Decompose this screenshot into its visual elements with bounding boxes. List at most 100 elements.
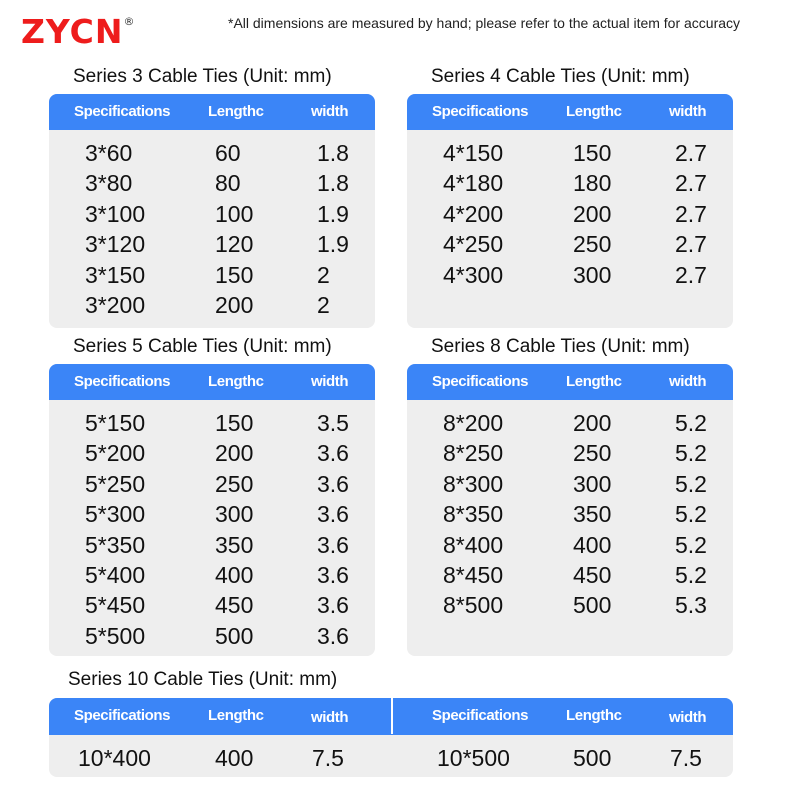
cell-spec: 5*400: [85, 562, 146, 588]
cell-length: 200: [573, 410, 612, 436]
cell-width: 3.6: [317, 562, 349, 588]
cell-spec: 10*400: [78, 745, 151, 771]
cell-length: 450: [573, 562, 612, 588]
cell-width: 2.7: [675, 170, 707, 197]
cell-spec: 8*500: [443, 592, 504, 619]
header-width: width: [669, 373, 707, 390]
table-title: Series 4 Cable Ties (Unit: mm): [431, 66, 690, 87]
cell-width: 2.7: [675, 200, 707, 227]
cell-length: 500: [573, 745, 612, 771]
spec-table: Specifications Lengthc width 8*200 200 5.2 8*2…: [407, 364, 733, 656]
header-specifications: Specifications: [74, 103, 171, 120]
cell-width: 5.2: [675, 440, 707, 467]
cell-length: 400: [215, 562, 254, 588]
cell-spec: 3*150: [85, 261, 146, 288]
cell-width: 5.2: [675, 501, 707, 528]
cell-width: 1.9: [317, 200, 349, 227]
cell-length: 250: [215, 470, 254, 497]
cell-spec: 8*350: [443, 501, 504, 528]
cell-width: 5.2: [675, 562, 707, 588]
cell-spec: 5*200: [85, 440, 146, 467]
cell-length: 180: [573, 170, 612, 197]
spec-table: Specifications Lengthc width 4*150 150 2.7 4*1…: [407, 94, 733, 328]
cell-length: 250: [573, 231, 612, 258]
cell-length: 60: [215, 140, 241, 166]
cell-length: 350: [215, 531, 254, 558]
cell-width: 2: [317, 292, 330, 318]
cell-width: 5.3: [675, 592, 707, 619]
cell-length: 300: [573, 470, 612, 497]
cell-length: 200: [573, 200, 612, 227]
cell-length: 500: [573, 592, 612, 619]
cell-width: 3.6: [317, 470, 349, 497]
cell-spec: 4*180: [443, 170, 504, 197]
cell-length: 80: [215, 170, 241, 197]
spec-table-series-10: Specifications Lengthc width Specifications…: [49, 698, 733, 777]
cell-spec: 10*500: [437, 745, 510, 771]
table-header: Specifications Lengthc width: [407, 364, 733, 400]
cell-length: 400: [573, 531, 612, 558]
header-length: Lengthc: [208, 373, 264, 390]
table-header: Specifications Lengthc width: [49, 94, 375, 130]
header-length: Lengthc: [566, 103, 622, 120]
header-width: width: [311, 103, 349, 120]
cell-length: 200: [215, 292, 254, 318]
cell-spec: 5*300: [85, 501, 146, 528]
table-header: Specifications Lengthc width Specifications…: [49, 698, 733, 735]
cell-length: 300: [573, 261, 612, 288]
header-width: width: [311, 709, 349, 726]
cell-spec: 4*250: [443, 231, 504, 258]
cell-spec: 3*80: [85, 170, 133, 197]
cell-spec: 5*250: [85, 470, 146, 497]
cell-spec: 3*200: [85, 292, 146, 318]
measurement-note: *All dimensions are measured by hand; pl…: [228, 15, 741, 31]
cell-length: 350: [573, 501, 612, 528]
cell-width: 2.7: [675, 231, 707, 258]
header-length: Lengthc: [566, 707, 622, 724]
cell-length: 200: [215, 440, 254, 467]
cell-spec: 3*60: [85, 140, 133, 166]
spec-table: Specifications Lengthc width 3*60 60 1.8 3*80 8…: [49, 94, 375, 328]
cell-width: 5.2: [675, 410, 707, 436]
cell-length: 100: [215, 200, 254, 227]
cell-width: 3.6: [317, 622, 349, 649]
cell-length: 500: [215, 622, 254, 649]
cell-width: 7.5: [670, 745, 702, 771]
cell-spec: 4*300: [443, 261, 504, 288]
cell-spec: 5*350: [85, 531, 146, 558]
header-width: width: [669, 709, 707, 726]
cell-width: 3.6: [317, 440, 349, 467]
cell-length: 300: [215, 501, 254, 528]
cell-spec: 3*120: [85, 231, 146, 258]
cell-spec: 8*400: [443, 531, 504, 558]
header-specifications: Specifications: [74, 373, 171, 390]
header-width: width: [311, 373, 349, 390]
table-header: Specifications Lengthc width: [49, 364, 375, 400]
cell-spec: 8*300: [443, 470, 504, 497]
brand-logo: ZYCN®: [21, 12, 135, 51]
header-length: Lengthc: [566, 373, 622, 390]
cell-length: 250: [573, 440, 612, 467]
cell-width: 1.8: [317, 170, 349, 197]
table-title: Series 10 Cable Ties (Unit: mm): [68, 669, 338, 690]
cell-width: 3.5: [317, 410, 349, 436]
cell-spec: 5*150: [85, 410, 146, 436]
cell-width: 2.7: [675, 140, 707, 166]
cell-spec: 8*200: [443, 410, 504, 436]
cell-length: 150: [215, 261, 254, 288]
table-title: Series 5 Cable Ties (Unit: mm): [73, 336, 332, 357]
cell-spec: 4*200: [443, 200, 504, 227]
cell-width: 3.6: [317, 592, 349, 619]
cell-width: 1.8: [317, 140, 349, 166]
column-divider: [391, 698, 393, 734]
cell-spec: 8*250: [443, 440, 504, 467]
header-specifications: Specifications: [432, 373, 529, 390]
header-length: Lengthc: [208, 707, 264, 724]
header-specifications: Specifications: [432, 103, 529, 120]
cell-width: 2.7: [675, 261, 707, 288]
cell-length: 120: [215, 231, 254, 258]
cell-length: 150: [573, 140, 612, 166]
header-width: width: [669, 103, 707, 120]
header-specifications: Specifications: [432, 707, 529, 724]
cell-width: 1.9: [317, 231, 349, 258]
